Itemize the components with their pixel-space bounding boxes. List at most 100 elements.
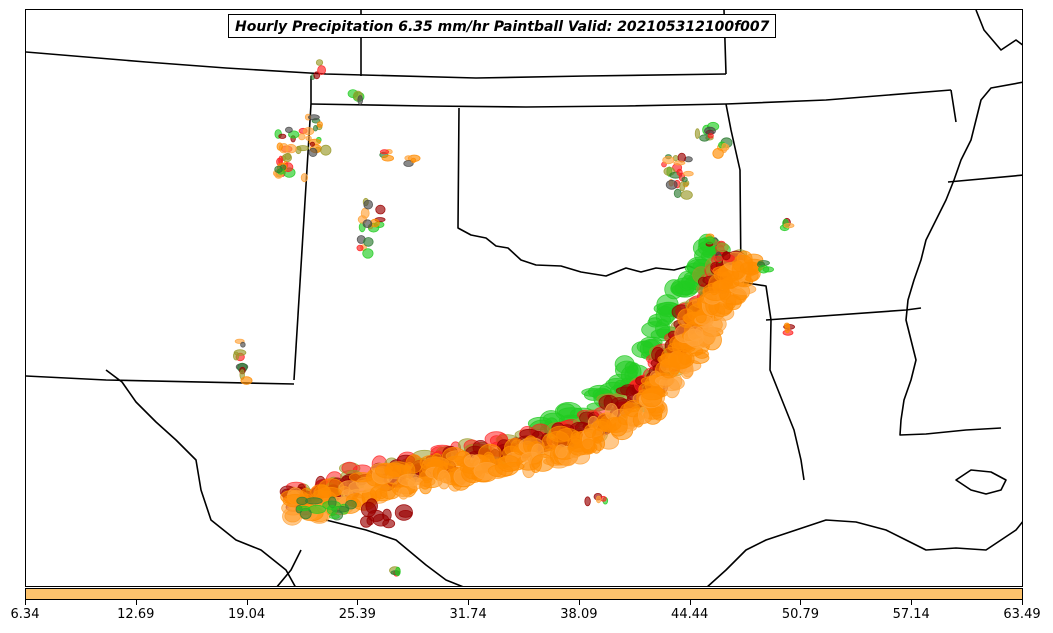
- precip-blob: [233, 349, 247, 356]
- state-borders: [26, 10, 1022, 586]
- colorbar-tick: [911, 600, 913, 605]
- precip-blob: [678, 350, 692, 365]
- precip-blob: [721, 251, 731, 261]
- precip-blob: [316, 121, 323, 128]
- precip-blob: [398, 487, 409, 500]
- precip-blob: [608, 416, 628, 437]
- precip-blob: [757, 260, 770, 266]
- precip-blob: [681, 176, 688, 183]
- precip-blob: [240, 341, 246, 348]
- precip-blob: [676, 168, 683, 176]
- border-tx-rio-grande: [105, 369, 296, 586]
- precip-blob: [317, 486, 342, 498]
- border-ar-la: [740, 281, 805, 481]
- precip-blob: [379, 149, 390, 155]
- colorbar-tick-label: 31.74: [449, 607, 487, 622]
- precip-blob: [615, 386, 637, 396]
- precip-blob: [276, 142, 283, 151]
- precip-blob: [783, 223, 795, 229]
- precip-blob: [274, 165, 283, 174]
- precip-blob: [784, 323, 791, 334]
- border-mo-ar: [725, 89, 952, 105]
- precip-blob: [308, 147, 318, 157]
- colorbar-tick: [357, 600, 359, 605]
- precip-blob: [309, 141, 315, 147]
- coastline-gulf: [325, 519, 464, 586]
- precip-blob: [328, 513, 340, 519]
- map-title: Hourly Precipitation 6.35 mm/hr Paintbal…: [228, 14, 777, 38]
- precip-blob: [381, 154, 395, 162]
- border-ar-east: [950, 89, 957, 123]
- precip-blob: [305, 135, 312, 141]
- precip-blob: [298, 133, 306, 141]
- border-north: [26, 51, 727, 79]
- precip-blob: [240, 376, 253, 385]
- precip-blob: [437, 469, 451, 490]
- precip-blob: [317, 65, 327, 75]
- colorbar-tick: [689, 600, 691, 605]
- precip-blob: [365, 498, 378, 514]
- colorbar-tick-label: 63.49: [1003, 607, 1041, 622]
- colorbar-tick: [1022, 600, 1023, 605]
- colorbar-tick-label: 50.79: [781, 607, 820, 622]
- precip-blob: [731, 260, 745, 280]
- precip-blob: [382, 518, 396, 529]
- border-nm-south: [26, 375, 295, 385]
- colorbar-tick: [246, 600, 248, 605]
- precip-blob: [284, 152, 292, 160]
- colorbar-tick-label: 38.09: [560, 607, 598, 622]
- precip-blob: [721, 277, 740, 289]
- precip-blob: [315, 59, 324, 66]
- colorbar-tick: [578, 600, 580, 605]
- colorbar-tick-label: 44.44: [671, 607, 709, 622]
- precip-blob: [398, 509, 413, 518]
- colorbar-tick-label: 57.14: [892, 607, 930, 622]
- precip-blob: [580, 438, 596, 455]
- colorbar-ticks: [25, 600, 1023, 606]
- precip-blob: [713, 255, 724, 263]
- colorbar-tick: [25, 600, 26, 605]
- precip-blob: [683, 328, 705, 347]
- border-nm-tx: [293, 103, 312, 381]
- precip-blob: [375, 204, 386, 215]
- precip-blob: [704, 236, 715, 245]
- precip-blob: [641, 388, 664, 401]
- precip-blob: [712, 147, 724, 159]
- precip-blob: [362, 219, 373, 229]
- precip-blob: [366, 515, 375, 526]
- colorbar-tick-label: 19.04: [227, 607, 266, 622]
- precip-blob: [665, 179, 678, 190]
- precip-blob: [555, 444, 568, 459]
- mississippi-river: [899, 81, 1022, 436]
- precip-blob: [583, 424, 597, 439]
- colorbar-tick-label: 25.39: [338, 607, 376, 622]
- precip-blob: [313, 124, 318, 132]
- precip-blob: [694, 128, 701, 139]
- precip-blob: [284, 126, 293, 134]
- precip-blob: [410, 157, 417, 164]
- precip-blob: [721, 142, 728, 154]
- precip-blob: [706, 247, 717, 255]
- colorbar-tick: [800, 600, 802, 605]
- precip-blob: [305, 497, 323, 505]
- precip-blob: [379, 482, 402, 500]
- precip-blob: [288, 130, 300, 139]
- precip-blob: [362, 248, 374, 259]
- precip-blob: [320, 144, 332, 156]
- map-canvas: [26, 10, 1022, 586]
- border-ok-ar: [725, 103, 742, 283]
- colorbar-tick: [135, 600, 137, 605]
- precip-blob: [302, 127, 315, 136]
- precip-blob: [344, 499, 357, 510]
- border-ks-ok: [310, 103, 727, 108]
- colorbar-tick-label: 12.69: [117, 607, 155, 622]
- precip-blob: [595, 495, 602, 504]
- colorbar-tick-label: 6.34: [10, 607, 40, 622]
- precipitation-paintball: [233, 59, 795, 577]
- precip-blob: [463, 454, 480, 468]
- precip-blob: [300, 173, 308, 183]
- precip-blob: [395, 566, 401, 577]
- precip-blob: [694, 349, 709, 359]
- precip-blob: [356, 244, 364, 252]
- precip-blob: [363, 199, 374, 210]
